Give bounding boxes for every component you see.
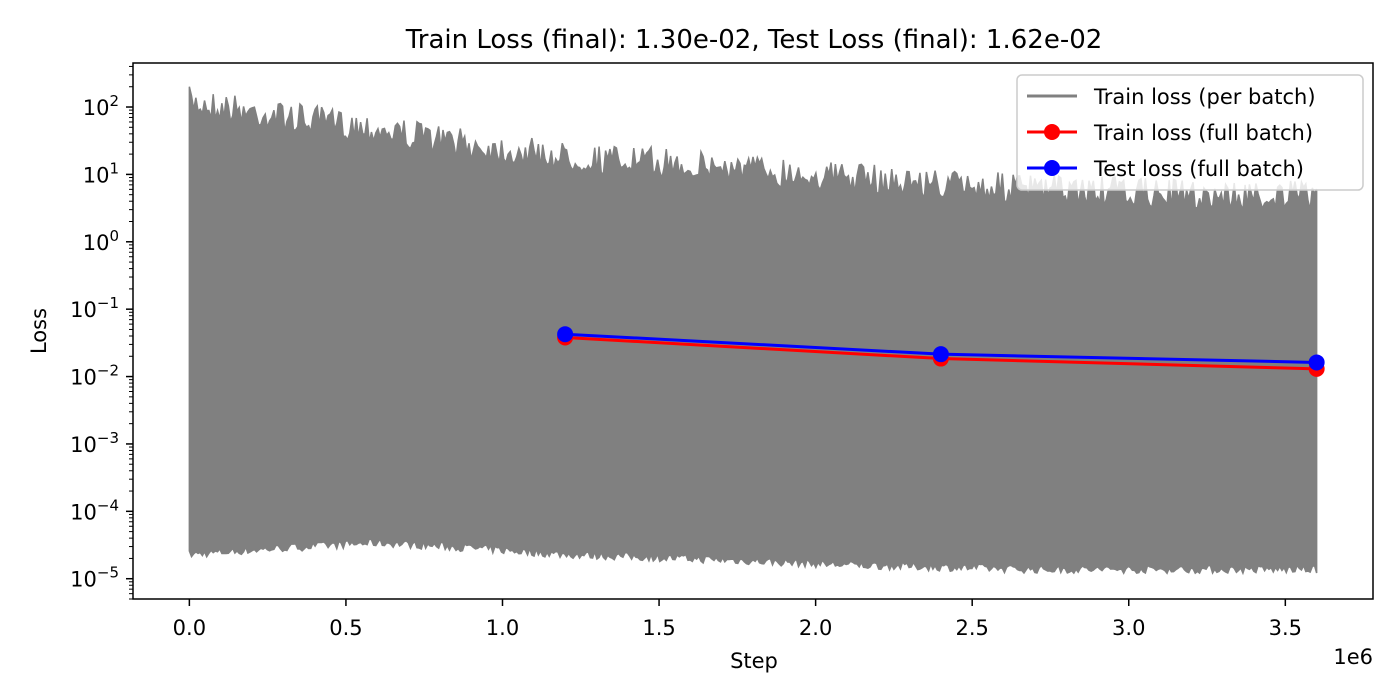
legend: Train loss (per batch) Train loss (full … [1016,74,1364,191]
series-test-full-batch-point [932,346,949,363]
y-tick-label: 10−5 [70,564,119,592]
x-axis-offset-label: 1e6 [1333,645,1373,669]
series-train-per-batch [188,86,1318,576]
series-test-full-batch-point [1308,354,1325,371]
legend-label-test-full: Test loss (full batch) [1093,157,1304,181]
legend-label-train-batch: Train loss (per batch) [1093,85,1316,109]
x-tick-label: 1.5 [642,616,675,640]
y-tick-label: 10−1 [70,294,119,322]
y-tick-label: 102 [83,92,119,120]
x-axis-label: Step [730,649,778,673]
legend-label-train-full: Train loss (full batch) [1093,121,1313,145]
chart-title: Train Loss (final): 1.30e-02, Test Loss … [405,25,1103,55]
x-axis: 0.0 0.5 1.0 1.5 2.0 2.5 3.0 3.5 [173,599,1302,640]
y-tick-label: 10−2 [70,362,119,390]
x-tick-label: 2.5 [955,616,988,640]
x-tick-label: 3.5 [1269,616,1302,640]
legend-marker-train-full [1044,124,1060,140]
y-tick-label: 101 [83,159,119,187]
legend-marker-test-full [1044,160,1060,176]
x-tick-label: 2.0 [799,616,832,640]
series-test-full-batch [557,326,1325,371]
plot-area [188,86,1325,576]
per-batch-band [188,86,1318,576]
y-axis-label: Loss [27,308,51,354]
x-tick-label: 3.0 [1112,616,1145,640]
plot-frame [132,62,1374,600]
y-axis: 10−5 10−4 10−3 10−2 10−1 100 101 102 [70,65,133,600]
legend-box [1016,74,1364,191]
y-tick-label: 10−3 [70,429,119,457]
x-tick-label: 0.0 [173,616,206,640]
y-tick-label: 10−4 [70,496,119,524]
y-tick-label: 100 [83,227,119,255]
series-test-full-batch-point [557,326,574,343]
x-tick-label: 1.0 [486,616,519,640]
series-layer [188,86,1325,576]
x-tick-label: 0.5 [329,616,362,640]
